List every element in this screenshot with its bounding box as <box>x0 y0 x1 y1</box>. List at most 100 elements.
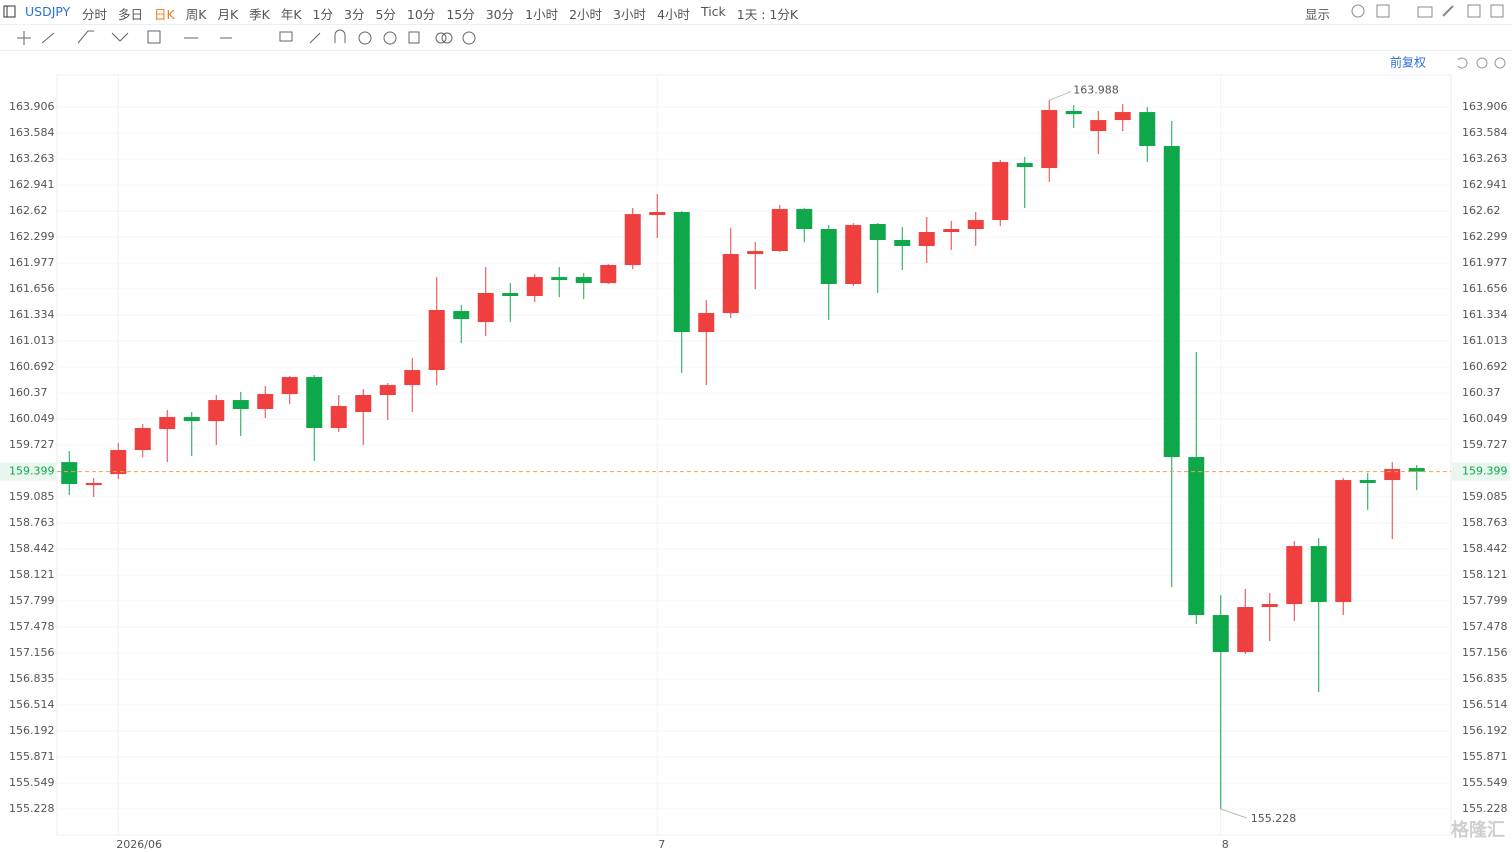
y-tick-label-right: 163.906 <box>1462 100 1508 113</box>
period-tab[interactable]: 10分 <box>406 7 436 22</box>
y-tick-label-right: 156.192 <box>1462 724 1508 737</box>
candle-body <box>453 311 470 320</box>
zoom-icons <box>1457 57 1506 69</box>
period-tab[interactable]: 3小时 <box>613 7 646 22</box>
y-tick-label: 161.977 <box>9 256 55 269</box>
y-tick-label: 156.514 <box>9 698 55 711</box>
y-tick-label: 161.013 <box>9 334 55 347</box>
plot-frame <box>56 74 1452 836</box>
last-price-tag-left <box>0 462 56 481</box>
y-tick-label: 160.692 <box>9 360 55 373</box>
y-tick-label: 158.763 <box>9 516 55 529</box>
candle-body <box>183 417 200 422</box>
period-tab[interactable]: 日K <box>154 7 175 22</box>
y-tick-label: 157.799 <box>9 594 55 607</box>
y-tick-label-right: 155.871 <box>1462 750 1508 763</box>
y-tick-label-right: 162.62 <box>1462 204 1501 217</box>
y-tick-label-right: 163.584 <box>1462 126 1508 139</box>
candle-body <box>1286 546 1303 605</box>
x-tick-label: 2026/06 <box>116 838 162 851</box>
y-tick-label: 155.549 <box>9 776 55 789</box>
y-tick-label: 159.727 <box>9 438 55 451</box>
candle-body <box>1310 546 1327 603</box>
y-tick-label: 162.62 <box>9 204 48 217</box>
y-tick-label: 157.478 <box>9 620 55 633</box>
candle-body <box>159 417 176 430</box>
candle-body <box>379 385 396 396</box>
candle-body <box>673 212 690 333</box>
candle-body <box>747 251 764 255</box>
candle-body <box>796 209 813 230</box>
toolbar-icons <box>1351 4 1504 18</box>
y-tick-label-right: 155.228 <box>1462 802 1508 815</box>
period-tab[interactable]: 季K <box>249 7 270 22</box>
chart: 前复权 格隆汇 155.228 155.228 155.549 155.549 155.… <box>0 55 1510 851</box>
y-tick-label-right: 158.121 <box>1462 568 1508 581</box>
y-tick-label: 163.584 <box>9 126 55 139</box>
period-tab[interactable]: 15分 <box>446 7 475 22</box>
period-tab[interactable]: 1小时 <box>525 7 559 22</box>
candle-body <box>330 406 347 429</box>
period-tab[interactable]: 1分 <box>312 7 333 22</box>
y-tick-label-right: 162.941 <box>1462 178 1508 191</box>
y-tick-label-right: 160.692 <box>1462 360 1508 373</box>
candle-body <box>551 277 568 281</box>
y-tick-label-right: 161.977 <box>1462 256 1508 269</box>
period-tab[interactable]: 5分 <box>375 7 396 22</box>
y-tick-label: 162.299 <box>9 230 55 243</box>
candle-body <box>502 293 519 297</box>
period-tab[interactable]: 30分 <box>485 7 515 22</box>
period-tab[interactable]: 1天 : 1分K <box>736 7 799 22</box>
y-tick-label-right: 161.334 <box>1462 308 1508 321</box>
y-tick-label-right: 163.263 <box>1462 152 1508 165</box>
y-tick-label-right: 160.37 <box>1462 386 1501 399</box>
candle-body <box>967 220 984 230</box>
candle-body <box>698 313 715 333</box>
y-tick-label: 155.871 <box>9 750 55 763</box>
x-tick-label: 8 <box>1222 838 1229 851</box>
candle-body <box>61 462 78 485</box>
period-tab[interactable]: 3分 <box>344 7 365 22</box>
candle-body <box>600 265 617 284</box>
y-tick-label: 163.263 <box>9 152 55 165</box>
y-tick-label-right: 161.656 <box>1462 282 1508 295</box>
candle-body <box>1065 110 1082 115</box>
y-tick-label-right: 155.549 <box>1462 776 1508 789</box>
period-tab[interactable]: 月K <box>217 7 239 22</box>
y-tick-label: 160.37 <box>9 386 48 399</box>
candle-body <box>918 232 935 247</box>
period-tab[interactable]: 2小时 <box>569 7 603 22</box>
adjust-toggle[interactable]: 前复权 <box>1390 55 1426 70</box>
last-price-label-left: 159.399 <box>9 465 55 478</box>
period-tab[interactable]: 年K <box>280 7 302 22</box>
candle-body <box>820 229 837 285</box>
y-tick-label: 159.085 <box>9 490 55 503</box>
symbol[interactable]: USDJPY <box>25 4 71 19</box>
candle-body <box>1090 120 1107 132</box>
candle-body <box>722 254 739 314</box>
period-tab[interactable]: 周K <box>185 7 207 22</box>
high-label: 163.988 <box>1073 83 1119 96</box>
candle-body <box>232 400 249 410</box>
period-tab[interactable]: 分时 <box>82 7 108 22</box>
candle-body <box>208 400 225 422</box>
candle-body <box>85 483 102 486</box>
candle-body <box>1016 163 1033 168</box>
period-tab[interactable]: 多日 <box>118 7 144 22</box>
candle-body <box>1408 468 1425 472</box>
period-tab[interactable]: Tick <box>700 4 726 19</box>
y-tick-label-right: 158.763 <box>1462 516 1508 529</box>
watermark: 格隆汇 <box>1451 819 1505 841</box>
y-tick-label: 156.835 <box>9 672 55 685</box>
last-price-label-right: 159.399 <box>1462 465 1508 478</box>
candle-body <box>1261 604 1278 608</box>
low-pointer <box>1220 808 1247 819</box>
candle-body <box>943 229 960 233</box>
y-tick-label: 158.442 <box>9 542 55 555</box>
candle-body <box>1212 615 1229 653</box>
display-menu[interactable]: 显示 <box>1305 7 1331 22</box>
period-tab[interactable]: 4小时 <box>656 7 690 22</box>
drawing-toolbar <box>0 25 1512 51</box>
candle-body <box>526 277 543 297</box>
